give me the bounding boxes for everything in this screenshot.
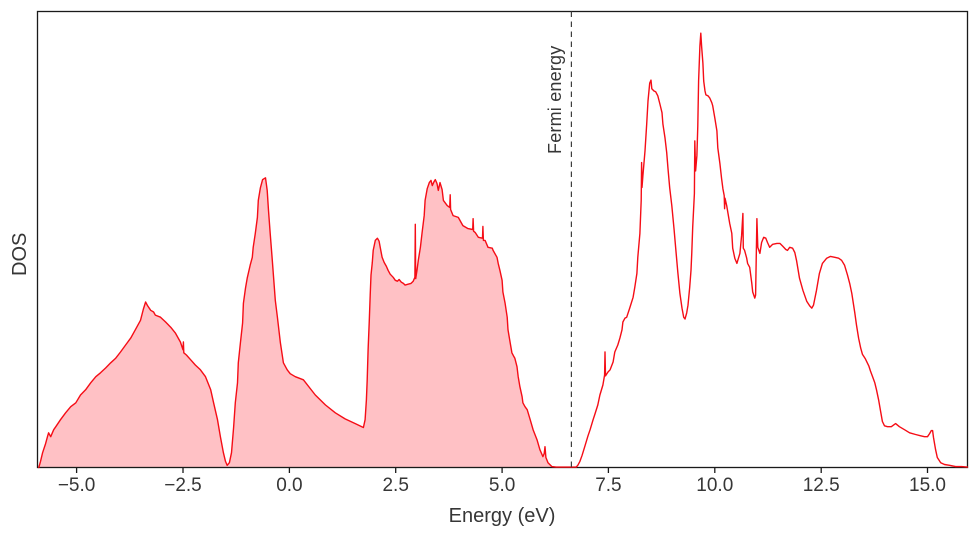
x-tick-label: 0.0 — [276, 475, 302, 496]
x-tick-label: 15.0 — [909, 475, 946, 496]
x-tick-label: 10.0 — [696, 475, 733, 496]
x-tick-label: 12.5 — [803, 475, 840, 496]
x-tick-label: 7.5 — [595, 475, 621, 496]
x-tick-label: −2.5 — [164, 475, 202, 496]
dos-curve-line — [38, 32, 969, 469]
y-axis-label: DOS — [9, 233, 31, 276]
x-tick-label: −5.0 — [58, 475, 96, 496]
x-axis-label: Energy (eV) — [449, 505, 556, 527]
x-axis-ticks: −5.0 −2.5 0.0 2.5 5.0 7.5 10.0 12.5 15.0 — [58, 467, 946, 496]
x-tick-label: 5.0 — [489, 475, 515, 496]
x-tick-label: 2.5 — [382, 475, 408, 496]
dos-fill-area — [38, 177, 572, 468]
fermi-energy-label: Fermi energy — [545, 46, 565, 154]
